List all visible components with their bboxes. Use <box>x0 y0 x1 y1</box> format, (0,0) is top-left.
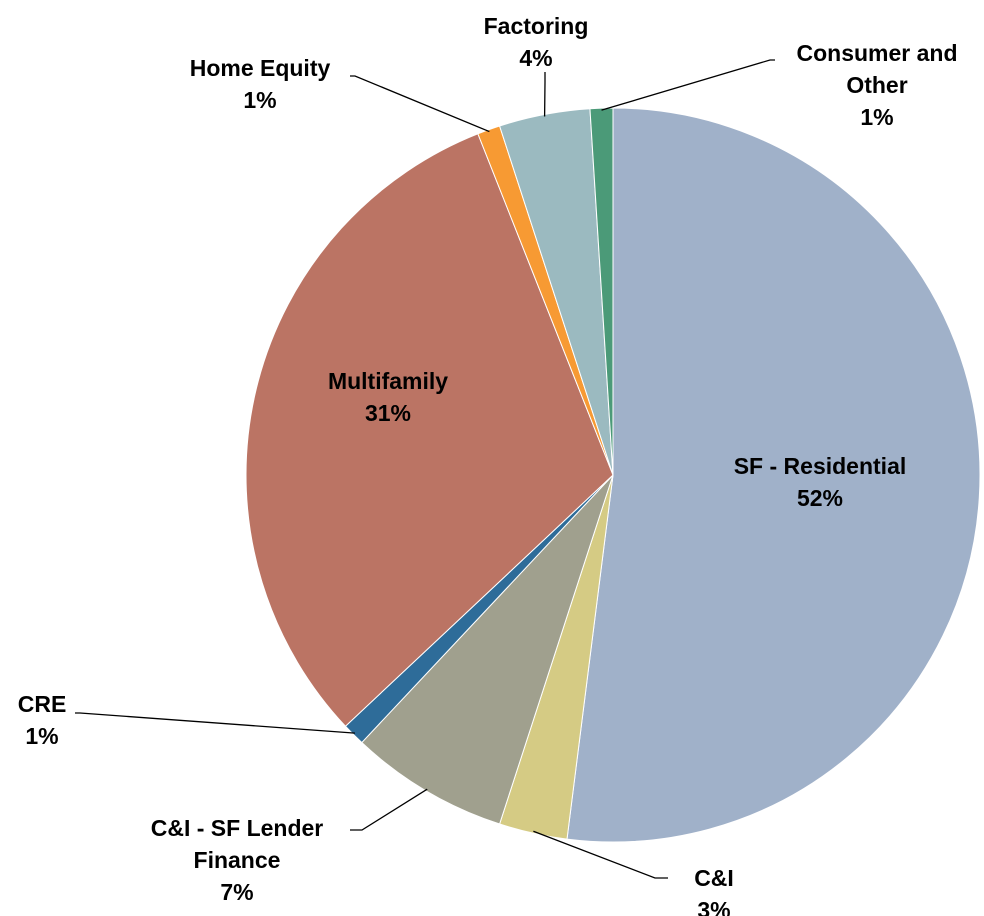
slice-label: Consumer and Other <box>796 40 958 98</box>
slice-label: CRE <box>17 691 67 717</box>
pie-slice <box>361 474 614 825</box>
pie-slice <box>566 107 981 843</box>
slice-label: Multifamily <box>327 368 449 394</box>
leader-line <box>533 830 668 879</box>
leader-line <box>75 712 355 734</box>
slice-value-label: 4% <box>519 45 553 71</box>
slice-value-label: 31% <box>364 400 412 426</box>
pie-slice <box>589 107 614 476</box>
slice-value-label: 1% <box>860 104 894 130</box>
slice-value-label: 7% <box>220 879 254 905</box>
slice-label: C&I - SF Lender Finance <box>150 815 324 873</box>
slice-label: SF - Residential <box>733 453 907 479</box>
leader-line <box>350 788 428 831</box>
pie-slice <box>245 133 614 727</box>
slice-value-label: 1% <box>243 87 277 113</box>
leader-line <box>601 59 775 111</box>
slice-label: Home Equity <box>189 55 331 81</box>
slice-value-label: 52% <box>796 485 844 511</box>
slice-value-label: 3% <box>697 897 731 916</box>
slice-label: Factoring <box>483 13 589 39</box>
slice-label: C&I <box>694 865 734 891</box>
slice-value-label: 1% <box>25 723 59 749</box>
leader-line <box>350 75 490 133</box>
